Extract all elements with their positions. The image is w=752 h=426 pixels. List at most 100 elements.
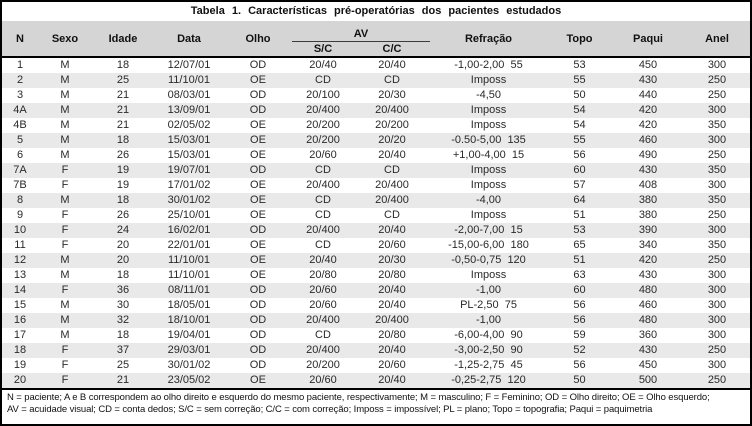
table-cell: 12: [13, 254, 27, 266]
table-cell: 20/200: [375, 119, 409, 131]
table-cell: 20/40: [378, 299, 406, 311]
table-cell: 54: [573, 104, 586, 116]
table-cell: 32: [116, 314, 130, 326]
table-row: 2 M 25 11/10/01 OE CD CD Imposs 55 430 250: [2, 73, 750, 88]
table-cell: OE: [250, 254, 266, 266]
table-row: 10 F 24 16/02/01 OD 20/400 20/40 -2,00-7,00 15 5…: [2, 223, 750, 238]
table-cell: Imposs: [470, 179, 507, 191]
table-cell: 380: [638, 194, 658, 206]
table-cell: M: [60, 314, 70, 326]
table-cell: OE: [250, 134, 266, 146]
table-cell: OE: [250, 119, 266, 131]
table-title: Tabela 1. Características pré-operatória…: [190, 5, 562, 17]
table-cell: PL-2,50 75: [460, 299, 517, 311]
table-cell: 20/20: [378, 134, 406, 146]
table-cell: 15/03/01: [167, 134, 211, 146]
table-cell: 25/10/01: [167, 209, 211, 221]
table-row: 16 M 32 18/10/01 OD 20/400 20/400 -1,00 56 480 300: [2, 313, 750, 328]
table-cell: 65: [573, 239, 586, 251]
table-cell: M: [60, 254, 70, 266]
table-cell: 1: [16, 59, 24, 71]
table-cell: 21: [116, 119, 130, 131]
col-header-n: N: [2, 21, 38, 58]
table-cell: 51: [573, 209, 586, 221]
table-cell: 15/03/01: [167, 149, 211, 161]
table-cell: 9: [16, 209, 24, 221]
table-cell: -0,50-0,75 120: [451, 254, 526, 266]
table-cell: 08/03/01: [167, 89, 211, 101]
table-cell: -6,00-4,00 90: [454, 329, 523, 341]
table-cell: 02/05/02: [167, 119, 211, 131]
table-cell: OE: [250, 209, 266, 221]
table-cell: 20/40: [309, 254, 337, 266]
table-row: 3 M 21 08/03/01 OD 20/100 20/30 -4,50 50 440 250: [2, 88, 750, 103]
table-cell: F: [61, 179, 69, 191]
table-cell: 20/80: [309, 269, 337, 281]
table-cell: 20/40: [378, 149, 406, 161]
table-cell: 37: [116, 344, 130, 356]
table-cell: 25: [116, 74, 130, 86]
table-cell: 20/60: [378, 239, 406, 251]
table-cell: OD: [249, 329, 267, 341]
table-cell: 53: [573, 224, 586, 236]
table-cell: Imposs: [470, 119, 507, 131]
table-cell: 490: [638, 149, 658, 161]
table-cell: 26: [116, 149, 130, 161]
table-body: 1 M 18 12/07/01 OD 20/40 20/40 -1,00-2,00 55 53 4…: [2, 57, 750, 390]
table-cell: 20/80: [378, 329, 406, 341]
table-cell: 350: [707, 239, 727, 251]
table-cell: 18/10/01: [167, 314, 211, 326]
table-cell: OE: [224, 373, 292, 390]
table-cell: 20/200: [306, 359, 340, 371]
table-cell: 250: [707, 344, 727, 356]
table-cell: 18: [116, 134, 130, 146]
table-cell: 20/200: [306, 134, 340, 146]
col-header-sexo: Sexo: [38, 21, 92, 58]
table-cell: 13: [13, 269, 27, 281]
table-cell: 56: [573, 299, 586, 311]
table-cell: 08/11/01: [167, 284, 210, 296]
table-cell: 250: [684, 373, 750, 390]
table-cell: 250: [707, 209, 727, 221]
table-cell: 20/40: [378, 344, 406, 356]
table-cell: Imposs: [470, 164, 507, 176]
table-cell: 300: [707, 299, 727, 311]
table-cell: 11/10/01: [167, 74, 210, 86]
table-cell: 430: [638, 269, 658, 281]
table-row: 4A M 21 13/09/01 OD 20/400 20/400 Imposs 54 420 30…: [2, 103, 750, 118]
table-row: 4B M 21 02/05/02 OE 20/200 20/200 Imposs 54 420 35…: [2, 118, 750, 133]
table-cell: 30: [116, 299, 130, 311]
table-cell: OD: [249, 284, 267, 296]
table-cell: 420: [638, 119, 658, 131]
table-cell: 20/400: [306, 224, 340, 236]
table-cell: OD: [249, 359, 267, 371]
col-header-paqui: Paqui: [612, 21, 684, 58]
table-cell: 250: [707, 149, 727, 161]
table-cell: 20/60: [309, 284, 337, 296]
table-cell: CD: [384, 209, 400, 221]
table-cell: 18: [116, 194, 130, 206]
table-cell: OD: [249, 59, 267, 71]
table-cell: 64: [573, 194, 586, 206]
table-cell: 18: [116, 329, 130, 341]
table-cell: 300: [707, 59, 727, 71]
table-cell: 56: [573, 314, 586, 326]
table-cell: Imposs: [470, 74, 507, 86]
col-header-data: Data: [154, 21, 224, 58]
table-cell: 56: [573, 149, 586, 161]
table-cell: 380: [638, 209, 658, 221]
table-cell: 300: [707, 224, 727, 236]
table-cell: 18: [116, 269, 130, 281]
footnotes: N = paciente; A e B correspondem ao olho…: [2, 390, 750, 416]
table-cell: 20: [2, 373, 38, 390]
table-cell: 21: [92, 373, 154, 390]
table-cell: 4A: [13, 104, 27, 116]
table-cell: OD: [249, 344, 267, 356]
table-cell: 430: [638, 164, 658, 176]
table-cell: 11: [14, 239, 26, 251]
table-cell: 17/01/02: [167, 179, 211, 191]
table-cell: -1,00-2,00 55: [454, 59, 523, 71]
table-cell: 24: [116, 224, 130, 236]
table-cell: F: [61, 359, 69, 371]
col-header-idade: Idade: [92, 21, 154, 58]
